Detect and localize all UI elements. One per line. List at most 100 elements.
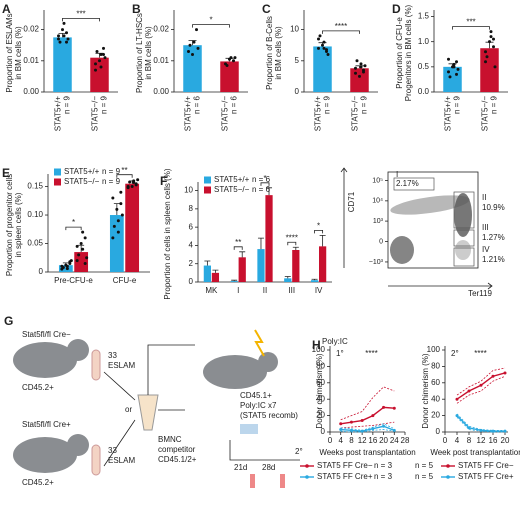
data-point bbox=[134, 183, 138, 187]
data-point bbox=[130, 185, 134, 189]
legend-swatch bbox=[204, 176, 211, 184]
significance: * bbox=[317, 221, 320, 230]
bar bbox=[257, 249, 265, 282]
y-tick-label: 2 bbox=[189, 259, 194, 268]
bar bbox=[292, 250, 300, 282]
y-tick-label: 80 bbox=[316, 362, 325, 371]
y-tick-label: 0.05 bbox=[27, 239, 43, 248]
x-tick-label: 20 bbox=[501, 436, 510, 445]
series-point bbox=[360, 419, 364, 423]
data-point bbox=[455, 60, 458, 64]
legend-label: n = 3 bbox=[374, 461, 393, 470]
data-point bbox=[75, 259, 79, 263]
error-bar bbox=[319, 234, 326, 247]
data-point bbox=[484, 50, 487, 54]
y-tick-label: 10⁴ bbox=[372, 198, 383, 205]
error-bar bbox=[204, 260, 211, 266]
x-tick-label: STAT5+/+ bbox=[444, 96, 453, 132]
panel-letter: D bbox=[392, 2, 401, 16]
x-tick-label: 16 bbox=[368, 436, 377, 445]
data-point bbox=[492, 45, 495, 49]
error-bar bbox=[212, 269, 219, 273]
series-point bbox=[349, 420, 353, 424]
significance-bracket bbox=[260, 182, 270, 186]
data-point bbox=[57, 37, 60, 41]
legend-label: n = 3 bbox=[374, 472, 393, 481]
legend-label: STAT5 FF Cre+ bbox=[317, 472, 373, 481]
annotation: Poly:IC bbox=[322, 337, 348, 346]
series-point bbox=[382, 424, 386, 428]
data-point bbox=[116, 230, 120, 234]
data-point bbox=[81, 230, 85, 234]
y-tick-label: 4 bbox=[189, 241, 194, 250]
gate-value: 10.9% bbox=[482, 203, 505, 212]
y-axis-label: in BM cells (%) bbox=[274, 26, 283, 80]
bone bbox=[91, 444, 101, 476]
data-point bbox=[81, 247, 85, 251]
series-point bbox=[360, 429, 364, 433]
data-point bbox=[61, 28, 64, 32]
data-point bbox=[192, 40, 196, 44]
series-point bbox=[467, 426, 471, 430]
panel-letter: E bbox=[2, 166, 10, 180]
y-axis-label: Proportion of progenitor cells bbox=[5, 174, 14, 276]
data-point bbox=[60, 264, 64, 268]
significance: **** bbox=[365, 349, 377, 358]
mouse bbox=[203, 355, 267, 389]
data-point bbox=[62, 34, 66, 38]
y-tick-label: 0.15 bbox=[27, 182, 43, 191]
gate-value: 1.27% bbox=[482, 233, 505, 242]
gate bbox=[453, 247, 475, 267]
data-point bbox=[358, 74, 361, 78]
data-point bbox=[448, 75, 452, 79]
y-axis-label: Proportion of B-Cells bbox=[265, 16, 274, 90]
tube bbox=[250, 474, 255, 488]
y-tick-label: 0 bbox=[436, 427, 441, 436]
significance: * bbox=[209, 16, 212, 25]
syringe-icon bbox=[240, 424, 258, 434]
data-point bbox=[488, 40, 491, 44]
data-point bbox=[112, 224, 116, 228]
data-point bbox=[95, 49, 99, 53]
x-tick-label: 12 bbox=[358, 436, 367, 445]
series-point bbox=[371, 427, 375, 431]
panel-letter: H bbox=[312, 338, 321, 352]
label: 21d bbox=[234, 463, 247, 472]
data-point bbox=[318, 34, 322, 38]
label: BMNC bbox=[158, 435, 182, 444]
x-tick-label: n = 9 bbox=[323, 95, 332, 114]
series-point bbox=[479, 383, 483, 387]
y-tick-label: 80 bbox=[431, 362, 440, 371]
x-tick-label: STAT5−/− bbox=[351, 96, 360, 132]
data-point bbox=[489, 35, 493, 39]
y-axis-label: Progenitors in BM cells (%) bbox=[404, 4, 413, 101]
x-tick-label: 0 bbox=[443, 436, 448, 445]
data-point bbox=[102, 53, 105, 57]
data-point bbox=[326, 53, 330, 57]
y-axis-label: Donor chimerism (%) bbox=[421, 353, 430, 428]
data-point bbox=[355, 59, 359, 63]
significance: ** bbox=[235, 238, 241, 247]
irradiation bbox=[254, 329, 265, 357]
bar bbox=[109, 215, 124, 272]
series-point bbox=[491, 429, 495, 433]
significance-bracket bbox=[287, 241, 297, 246]
diagram: G Stat5fl/fl Cre− CD45.2+ Stat5fl/fl Cre… bbox=[4, 314, 303, 488]
series-point bbox=[503, 371, 507, 375]
data-point bbox=[94, 68, 97, 72]
y-tick-label: 0.00 bbox=[23, 87, 39, 96]
x-tick-label: 8 bbox=[349, 436, 354, 445]
data-point bbox=[322, 46, 326, 50]
y-tick-label: 0.01 bbox=[23, 56, 39, 65]
plot-frame bbox=[387, 171, 479, 269]
subtitle: 2° bbox=[451, 349, 459, 358]
x-tick-label: IV bbox=[315, 286, 323, 295]
series-point bbox=[371, 414, 375, 418]
y-axis-label: Proportion of LT-HSCs bbox=[135, 13, 144, 93]
x-tick-label: MK bbox=[205, 286, 218, 295]
data-point bbox=[77, 253, 81, 257]
y-tick-label: 0 bbox=[295, 87, 300, 96]
error-bar bbox=[188, 40, 197, 46]
data-point bbox=[65, 31, 68, 35]
y-tick-label: 0 bbox=[39, 267, 44, 276]
